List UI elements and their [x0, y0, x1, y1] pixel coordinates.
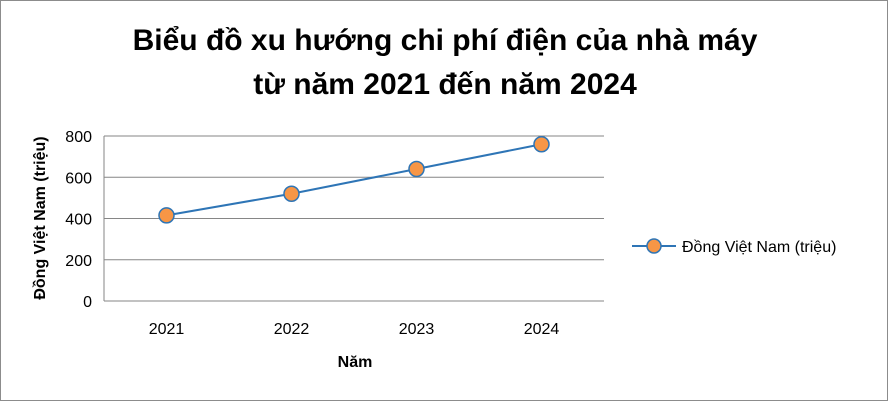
- y-axis-title: Đồng Việt Nam (triệu): [32, 136, 49, 299]
- data-point: [158, 207, 175, 224]
- y-tick-label: 800: [65, 129, 92, 146]
- series-line: [166, 143, 542, 217]
- y-tick-label: 600: [65, 170, 92, 187]
- chart-title-line-2: từ năm 2021 đến năm 2024: [253, 68, 637, 101]
- chart-title: Biểu đồ xu hướng chi phí điện của nhà má…: [1, 19, 888, 107]
- data-point: [533, 136, 550, 153]
- legend: Đồng Việt Nam (triệu): [632, 238, 836, 256]
- y-tick-label: 0: [83, 294, 92, 311]
- x-tick-label: 2024: [524, 321, 560, 338]
- chart-title-line-1: Biểu đồ xu hướng chi phí điện của nhà má…: [132, 24, 758, 57]
- x-axis-title: Năm: [338, 354, 373, 371]
- data-point: [283, 185, 300, 202]
- legend-label: Đồng Việt Nam (triệu): [682, 239, 836, 256]
- series-layer: [158, 136, 550, 224]
- gridlines: [103, 135, 604, 302]
- x-tick-label: 2023: [399, 321, 435, 338]
- y-tick-label: 200: [65, 253, 92, 270]
- y-axis-ticks: 0 200 400 600 800: [65, 129, 92, 311]
- x-axis-ticks: 2021 2022 2023 2024: [149, 321, 560, 338]
- y-tick-label: 400: [65, 212, 92, 229]
- data-point: [408, 160, 425, 178]
- x-tick-label: 2021: [149, 321, 185, 338]
- x-tick-label: 2022: [274, 321, 310, 338]
- legend-marker: [646, 238, 662, 254]
